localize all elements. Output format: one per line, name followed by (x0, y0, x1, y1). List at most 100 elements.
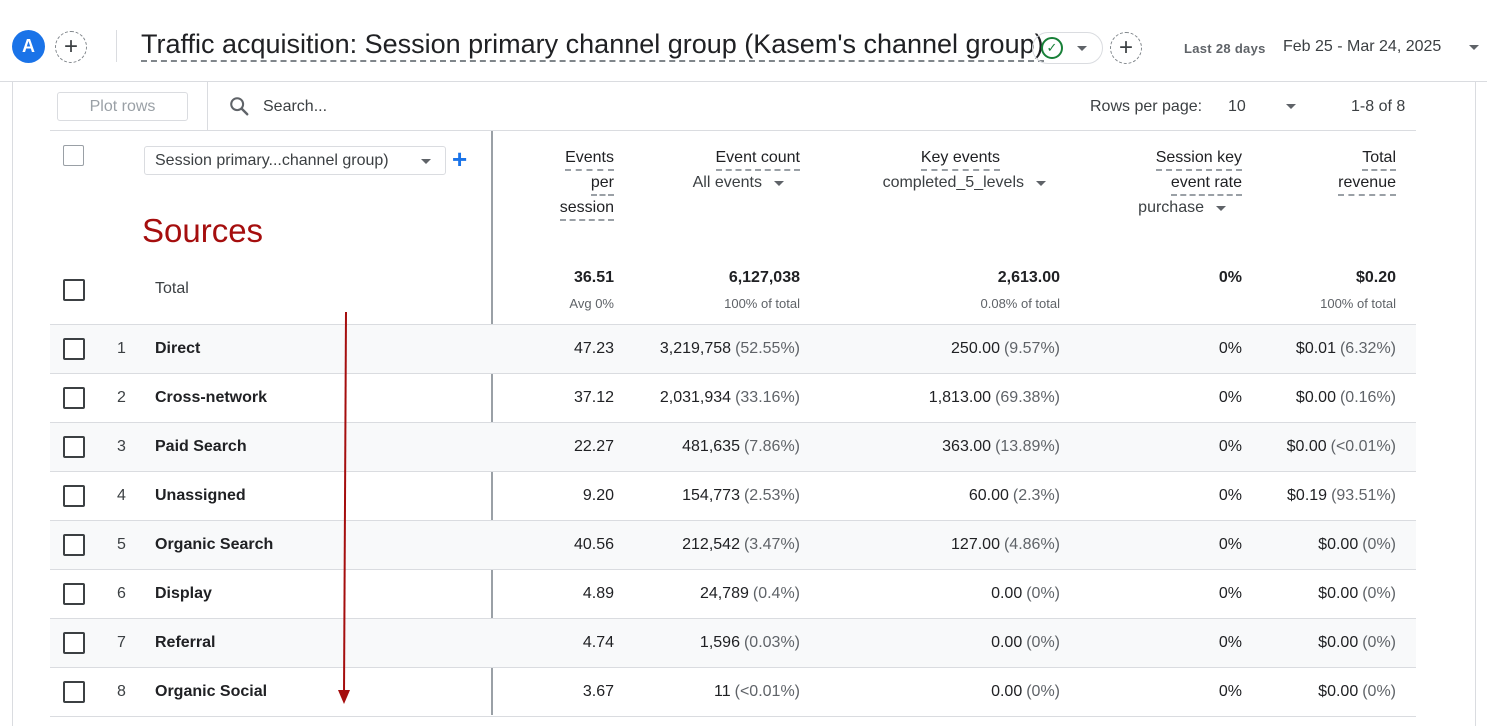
search-input[interactable]: Search... (263, 98, 328, 115)
page-title[interactable]: Traffic acquisition: Session primary cha… (141, 28, 1044, 62)
add-dimension-icon[interactable]: + (452, 144, 468, 174)
cell-percent: (0%) (1026, 585, 1060, 602)
cell-value: $0.00 (1318, 585, 1359, 602)
cell-rate: 0% (1100, 683, 1242, 701)
event-filter-dropdown[interactable]: All events (640, 171, 800, 195)
cell-rev: $0.00 (<0.01%) (1240, 438, 1396, 456)
cell-value: 2,031,934 (659, 389, 732, 406)
row-checkbox[interactable] (63, 534, 85, 556)
col-session-key-event-rate[interactable]: Session key event rate purchase (1100, 146, 1242, 220)
cell-ec: 481,635 (7.86%) (620, 438, 800, 456)
chevron-down-icon (774, 180, 784, 186)
cell-ke: 0.00 (0%) (860, 585, 1060, 603)
cell-value: 0% (1218, 536, 1242, 553)
col-event-count[interactable]: Event count All events (640, 146, 800, 195)
row-checkbox[interactable] (63, 681, 85, 703)
cell-ec: 11 (<0.01%) (620, 683, 800, 701)
comparison-avatar[interactable]: A (12, 30, 45, 63)
cell-ec: 154,773 (2.53%) (620, 487, 800, 505)
row-checkbox[interactable] (63, 387, 85, 409)
row-number: 5 (117, 536, 126, 553)
row-channel-name[interactable]: Paid Search (155, 438, 247, 455)
cell-percent: (2.53%) (743, 487, 800, 504)
cell-value: 154,773 (682, 487, 740, 504)
cell-eps: 3.67 (500, 683, 614, 701)
table-row[interactable]: 5 Organic Search 40.56 212,542 (3.47%) 127.00… (50, 521, 1416, 570)
row-checkbox[interactable] (63, 436, 85, 458)
cell-value: 47.23 (573, 340, 614, 357)
row-number: 2 (117, 389, 126, 406)
col-total-revenue[interactable]: Total revenue (1300, 146, 1396, 196)
cell-percent: (0%) (1362, 683, 1396, 700)
cell-ec: 2,031,934 (33.16%) (620, 389, 800, 407)
table-row[interactable]: 6 Display 4.89 24,789 (0.4%) 0.00 (0%) 0% $0.00(… (50, 570, 1416, 619)
cell-rev: $0.19 (93.51%) (1240, 487, 1396, 505)
add-comparison-icon[interactable]: + (55, 31, 87, 63)
totals-checkbox[interactable] (63, 279, 85, 301)
total-revenue: $0.20 (1355, 269, 1396, 286)
table-row[interactable]: 4 Unassigned 9.20 154,773 (2.53%) 60.00 (2.3%)… (50, 472, 1416, 521)
chevron-down-icon (1216, 205, 1226, 211)
key-event-filter-dropdown[interactable]: completed_5_levels (820, 171, 1060, 195)
row-channel-name[interactable]: Cross-network (155, 389, 268, 406)
col-header-line: Event count (715, 147, 800, 171)
row-checkbox[interactable] (63, 485, 85, 507)
row-channel-name[interactable]: Unassigned (155, 487, 246, 504)
chevron-down-icon[interactable] (1286, 104, 1296, 109)
plot-rows-button[interactable]: Plot rows (57, 92, 188, 121)
cell-percent: (13.89%) (995, 438, 1060, 455)
col-header-line: Session key (1155, 147, 1242, 171)
cell-value: $0.00 (1318, 683, 1359, 700)
cell-value: 4.74 (582, 634, 614, 651)
table-row[interactable]: 2 Cross-network 37.12 2,031,934 (33.16%) 1,81… (50, 374, 1416, 423)
row-channel-name[interactable]: Display (155, 585, 212, 602)
cell-percent: (7.86%) (743, 438, 800, 455)
table-row[interactable]: 7 Referral 4.74 1,596 (0.03%) 0.00 (0%) 0% $0.00… (50, 619, 1416, 668)
total-event-count-sub: 100% of total (724, 296, 800, 311)
cell-value: 481,635 (682, 438, 740, 455)
cell-value: 0% (1218, 585, 1242, 602)
cell-value: $0.00 (1318, 536, 1359, 553)
cell-percent: (52.55%) (735, 340, 800, 357)
annotation-arrow-icon (338, 312, 350, 704)
cell-eps: 4.74 (500, 634, 614, 652)
rows-per-page-select[interactable]: 10 (1228, 98, 1246, 115)
cell-rate: 0% (1100, 389, 1242, 407)
cell-percent: (0%) (1026, 683, 1060, 700)
cell-value: 363.00 (942, 438, 992, 455)
row-channel-name[interactable]: Organic Social (155, 683, 268, 700)
table-row[interactable]: 3 Paid Search 22.27 481,635 (7.86%) 363.00 (13… (50, 423, 1416, 472)
cell-rev: $0.00 (0%) (1240, 536, 1396, 554)
total-key-events-sub: 0.08% of total (980, 296, 1061, 311)
cell-value: 0% (1218, 634, 1242, 651)
table-row[interactable]: 1 Direct 47.23 3,219,758 (52.55%) 250.00 (9.57… (50, 325, 1416, 374)
col-key-events[interactable]: Key events completed_5_levels (820, 146, 1060, 195)
row-checkbox[interactable] (63, 632, 85, 654)
col-events-per-session[interactable]: Events per session (540, 146, 614, 221)
row-number: 4 (117, 487, 126, 504)
cell-eps: 9.20 (500, 487, 614, 505)
row-checkbox[interactable] (63, 583, 85, 605)
cell-value: 40.56 (573, 536, 614, 553)
rate-filter-dropdown[interactable]: purchase (1100, 196, 1242, 220)
chevron-down-icon (421, 159, 431, 164)
row-channel-name[interactable]: Direct (155, 340, 201, 357)
report-status-dropdown[interactable]: ✓ (1032, 32, 1103, 64)
row-number: 8 (117, 683, 126, 700)
add-filter-icon[interactable]: + (1110, 32, 1142, 64)
date-chevron-down-icon[interactable] (1469, 45, 1479, 50)
dimension-selector[interactable]: Session primary...channel group) (144, 146, 446, 175)
cell-rate: 0% (1100, 340, 1242, 358)
row-checkbox[interactable] (63, 338, 85, 360)
row-channel-name[interactable]: Organic Search (155, 536, 274, 553)
cell-rate: 0% (1100, 438, 1242, 456)
total-key-events: 2,613.00 (997, 269, 1060, 286)
table-row[interactable]: 8 Organic Social 3.67 11 (<0.01%) 0.00 (0%) 0% $… (50, 668, 1416, 717)
date-range-value[interactable]: Feb 25 - Mar 24, 2025 (1283, 38, 1442, 55)
total-events-per-session-sub: Avg 0% (569, 296, 614, 311)
cell-value: 3.67 (582, 683, 614, 700)
report-header: A + Traffic acquisition: Session primary… (0, 4, 1487, 82)
row-channel-name[interactable]: Referral (155, 634, 216, 651)
select-all-checkbox[interactable] (63, 145, 84, 166)
cell-value: $0.00 (1318, 634, 1359, 651)
